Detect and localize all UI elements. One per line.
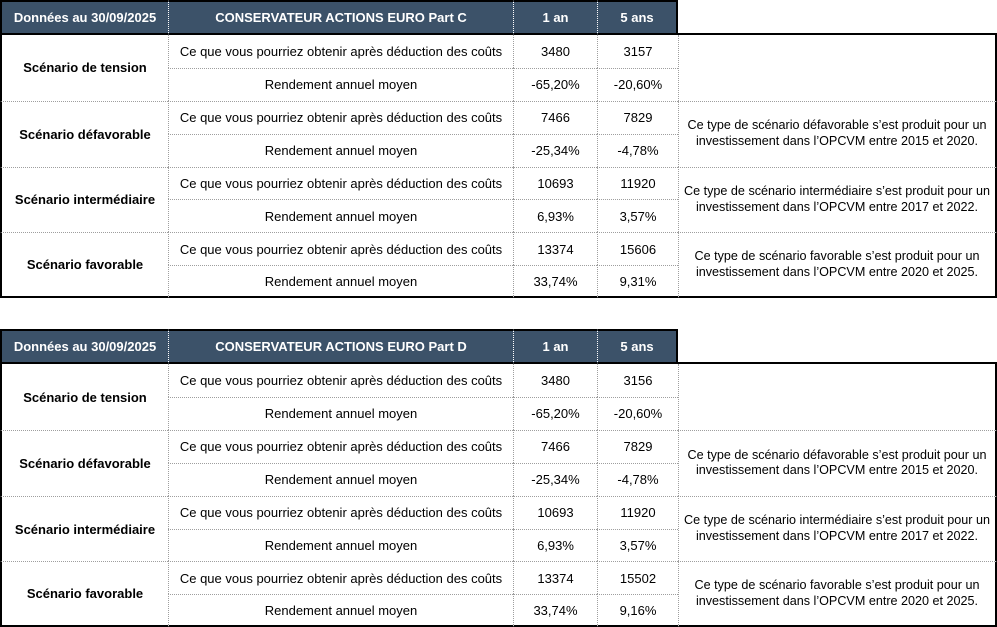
scenario-comment-intermediaire: Ce type de scénario intermédiaire s’est … [678,495,997,562]
scenario-comment-tension [678,364,997,430]
value-yield-1an: -25,34% [513,133,597,167]
row-label-obtain: Ce que vous pourriez obtenir après déduc… [168,364,513,398]
value-obtain-5ans: 11920 [597,166,678,200]
row-label-obtain: Ce que vous pourriez obtenir après déduc… [168,232,513,266]
value-obtain-5ans: 3156 [597,364,678,398]
header-1an: 1 an [513,329,597,365]
row-label-yield: Rendement annuel moyen [168,133,513,167]
value-yield-1an: -65,20% [513,67,597,101]
scenario-label-intermediaire: Scénario intermédiaire [0,495,168,562]
scenario-comment-defavorable: Ce type de scénario défavorable s’est pr… [678,429,997,496]
value-obtain-1an: 10693 [513,495,597,529]
value-obtain-5ans: 3157 [597,35,678,68]
scenario-label-intermediaire: Scénario intermédiaire [0,166,168,233]
header-1an: 1 an [513,0,597,35]
value-yield-5ans: 9,31% [597,265,678,299]
row-label-obtain: Ce que vous pourriez obtenir après déduc… [168,561,513,595]
value-obtain-5ans: 15502 [597,561,678,595]
row-label-obtain: Ce que vous pourriez obtenir après déduc… [168,35,513,68]
scenario-label-favorable: Scénario favorable [0,561,168,627]
value-obtain-5ans: 15606 [597,232,678,266]
value-yield-1an: 33,74% [513,594,597,627]
value-obtain-1an: 7466 [513,100,597,134]
scenario-table-part-d: Données au 30/09/2025 CONSERVATEUR ACTIO… [0,329,997,627]
header-spacer [678,329,997,365]
row-label-obtain: Ce que vous pourriez obtenir après déduc… [168,100,513,134]
scenario-comment-intermediaire: Ce type de scénario intermédiaire s’est … [678,166,997,233]
value-yield-1an: 6,93% [513,528,597,562]
value-yield-1an: -65,20% [513,397,597,430]
header-date: Données au 30/09/2025 [0,0,168,35]
scenario-label-favorable: Scénario favorable [0,232,168,299]
row-label-obtain: Ce que vous pourriez obtenir après déduc… [168,166,513,200]
row-label-yield: Rendement annuel moyen [168,462,513,496]
scenario-label-tension: Scénario de tension [0,35,168,101]
value-obtain-1an: 3480 [513,35,597,68]
scenario-comment-tension [678,35,997,101]
value-yield-5ans: -20,60% [597,67,678,101]
scenario-comment-favorable: Ce type de scénario favorable s’est prod… [678,232,997,299]
scenario-comment-favorable: Ce type de scénario favorable s’est prod… [678,561,997,627]
value-yield-1an: 33,74% [513,265,597,299]
row-label-obtain: Ce que vous pourriez obtenir après déduc… [168,429,513,463]
scenario-label-defavorable: Scénario défavorable [0,100,168,167]
row-label-obtain: Ce que vous pourriez obtenir après déduc… [168,495,513,529]
row-label-yield: Rendement annuel moyen [168,594,513,627]
value-yield-1an: -25,34% [513,462,597,496]
header-date: Données au 30/09/2025 [0,329,168,365]
scenario-label-tension: Scénario de tension [0,364,168,430]
row-label-yield: Rendement annuel moyen [168,528,513,562]
header-5ans: 5 ans [597,329,678,365]
value-yield-5ans: 9,16% [597,594,678,627]
value-obtain-1an: 7466 [513,429,597,463]
value-yield-5ans: -4,78% [597,462,678,496]
row-label-yield: Rendement annuel moyen [168,397,513,430]
scenario-table-part-c: Données au 30/09/2025 CONSERVATEUR ACTIO… [0,0,997,299]
value-obtain-1an: 3480 [513,364,597,398]
value-yield-1an: 6,93% [513,199,597,233]
value-yield-5ans: -20,60% [597,397,678,430]
value-obtain-5ans: 7829 [597,100,678,134]
row-label-yield: Rendement annuel moyen [168,199,513,233]
value-obtain-1an: 13374 [513,232,597,266]
value-obtain-1an: 13374 [513,561,597,595]
header-title: CONSERVATEUR ACTIONS EURO Part C [168,0,513,35]
header-5ans: 5 ans [597,0,678,35]
value-obtain-1an: 10693 [513,166,597,200]
scenario-comment-defavorable: Ce type de scénario défavorable s’est pr… [678,100,997,167]
scenario-label-defavorable: Scénario défavorable [0,429,168,496]
value-obtain-5ans: 7829 [597,429,678,463]
value-obtain-5ans: 11920 [597,495,678,529]
row-label-yield: Rendement annuel moyen [168,67,513,101]
row-label-yield: Rendement annuel moyen [168,265,513,299]
value-yield-5ans: 3,57% [597,528,678,562]
value-yield-5ans: 3,57% [597,199,678,233]
header-spacer [678,0,997,35]
header-title: CONSERVATEUR ACTIONS EURO Part D [168,329,513,365]
value-yield-5ans: -4,78% [597,133,678,167]
